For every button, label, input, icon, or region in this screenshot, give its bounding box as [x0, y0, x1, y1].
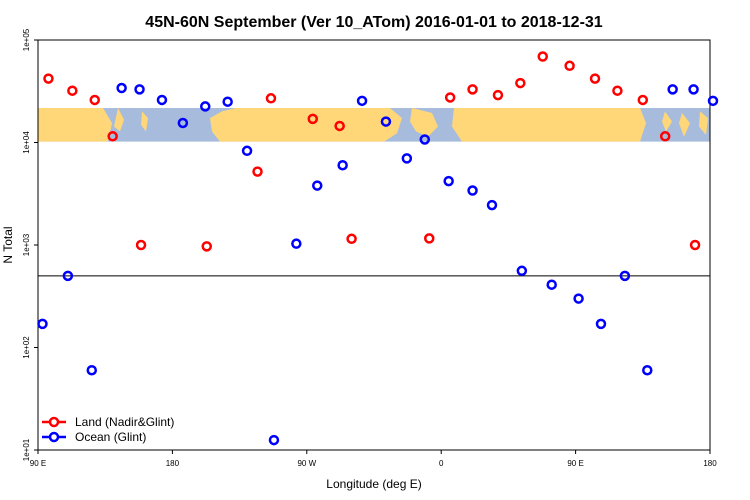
series-0-point-15 [515, 77, 526, 89]
series-1-point-26 [642, 364, 653, 376]
series-1-point-17 [419, 134, 431, 145]
series-1-point-18 [443, 175, 454, 187]
series-0-point-16 [537, 51, 548, 62]
series-0-point-3 [107, 131, 118, 142]
series-1-point-29 [707, 95, 719, 107]
series-1-point-8 [222, 96, 233, 107]
y-tick-label-4: 1e+05 [22, 28, 31, 51]
y-tick-label-1: 1e+02 [22, 336, 31, 359]
series-1-point-24 [595, 318, 607, 330]
plot-frame [37, 39, 711, 451]
series-0-point-14 [492, 89, 504, 101]
series-0-point-2 [89, 94, 100, 106]
series-1-point-23 [573, 293, 584, 304]
series-1-point-10 [268, 434, 280, 446]
series-0-point-6 [252, 166, 263, 177]
series-0-point-9 [334, 120, 345, 132]
series-1-point-7 [200, 101, 211, 112]
x-tick-label-1: 180 [166, 459, 180, 468]
map-land-0 [38, 108, 112, 142]
series-0-point-22 [689, 239, 701, 251]
series-1-point-27 [667, 84, 678, 95]
chart-title: 45N-60N September (Ver 10_ATom) 2016-01-… [145, 14, 603, 31]
map-land-5 [410, 108, 438, 137]
x-tick-label-5: 180 [703, 459, 717, 468]
series-1-point-21 [516, 265, 528, 277]
series-1-point-0 [37, 318, 48, 330]
series-1-point-3 [116, 82, 127, 94]
series-0-point-7 [265, 93, 277, 104]
series-1-point-4 [134, 84, 145, 95]
series-1-point-28 [688, 84, 699, 95]
y-axis-title: N Total [1, 226, 15, 263]
series-1-point-9 [241, 145, 253, 157]
series-0-point-5 [201, 241, 212, 252]
series-1-point-20 [486, 199, 498, 211]
series-1-point-22 [546, 279, 557, 290]
legend-label-1: Ocean (Glint) [75, 430, 146, 444]
x-tick-label-3: 0 [439, 459, 444, 468]
series-0-point-21 [659, 131, 671, 142]
legend-label-0: Land (Nadir&Glint) [75, 415, 174, 429]
series-1-point-12 [312, 180, 323, 191]
series-1-point-2 [86, 364, 98, 376]
map-land-1 [114, 108, 124, 132]
map-land-2 [141, 111, 148, 132]
series-0-point-19 [612, 85, 623, 96]
x-tick-label-4: 90 E [567, 459, 583, 468]
map-land-9 [699, 111, 708, 135]
map-land-4 [244, 114, 252, 125]
series-1-point-1 [62, 270, 74, 282]
legend-marker-0 [48, 416, 60, 428]
map-land-8 [679, 113, 690, 137]
series-1-point-14 [356, 95, 368, 107]
y-tick-label-0: 1e+01 [22, 438, 31, 461]
series-1-point-13 [337, 159, 348, 171]
series-0-point-17 [564, 60, 575, 72]
series-1-point-6 [177, 117, 189, 129]
map-land-3 [210, 108, 402, 142]
series-0-point-10 [346, 233, 357, 245]
x-tick-label-2: 90 W [297, 459, 316, 468]
x-axis-title: Longitude (deg E) [326, 477, 421, 491]
series-0-point-11 [424, 233, 435, 244]
series-0-point-12 [444, 92, 456, 103]
series-1-point-15 [380, 116, 392, 127]
y-tick-label-2: 1e+03 [22, 233, 31, 256]
series-1-point-19 [467, 185, 478, 196]
series-0-point-0 [43, 73, 54, 84]
series-1-point-25 [619, 270, 631, 282]
series-1-point-16 [401, 153, 413, 164]
map-land-6 [452, 108, 646, 142]
series-0-point-20 [637, 94, 649, 106]
series-0-point-13 [467, 84, 478, 95]
legend-marker-1 [48, 431, 60, 443]
series-0-point-4 [135, 239, 147, 251]
series-1-point-5 [156, 94, 168, 106]
plot-area: 90 E 180 90 W 0 90 E 180 1e+01 1e+02 1e+03 1e+04 1… [22, 28, 719, 468]
x-tick-label-0: 90 E [30, 459, 46, 468]
series-0-point-18 [589, 73, 601, 84]
series-0-point-8 [307, 113, 319, 125]
series-0-point-1 [67, 85, 78, 96]
map-land-7 [662, 111, 672, 132]
series-1-point-11 [291, 238, 302, 249]
y-tick-label-3: 1e+04 [22, 131, 31, 154]
